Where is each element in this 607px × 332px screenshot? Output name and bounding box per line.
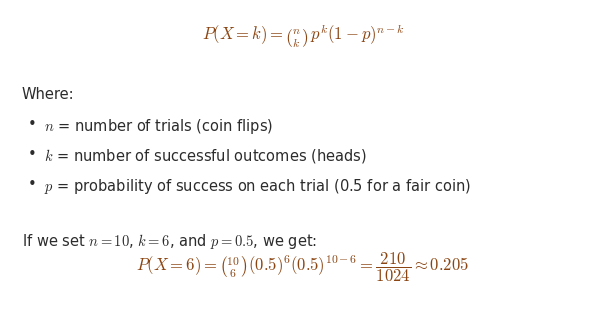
Text: $P(X = 6) = \binom{10}{6}(0.5)^6(0.5)^{10-6} = \dfrac{210}{1024} \approx 0.205$: $P(X = 6) = \binom{10}{6}(0.5)^6(0.5)^{1… (137, 251, 469, 284)
Text: $P(X = k) = \binom{n}{k}\,p^k(1-p)^{n-k}$: $P(X = k) = \binom{n}{k}\,p^k(1-p)^{n-k}… (202, 22, 404, 50)
Text: •: • (28, 117, 36, 132)
Text: $n$ = number of trials (coin flips): $n$ = number of trials (coin flips) (44, 117, 273, 136)
Text: $k$ = number of successful outcomes (heads): $k$ = number of successful outcomes (hea… (44, 147, 367, 165)
Text: •: • (28, 177, 36, 192)
Text: $p$ = probability of success on each trial (0.5 for a fair coin): $p$ = probability of success on each tri… (44, 177, 471, 196)
Text: If we set $n = 10$, $k = 6$, and $p = 0.5$, we get:: If we set $n = 10$, $k = 6$, and $p = 0.… (22, 232, 317, 251)
Text: Where:: Where: (22, 87, 75, 102)
Text: •: • (28, 147, 36, 162)
